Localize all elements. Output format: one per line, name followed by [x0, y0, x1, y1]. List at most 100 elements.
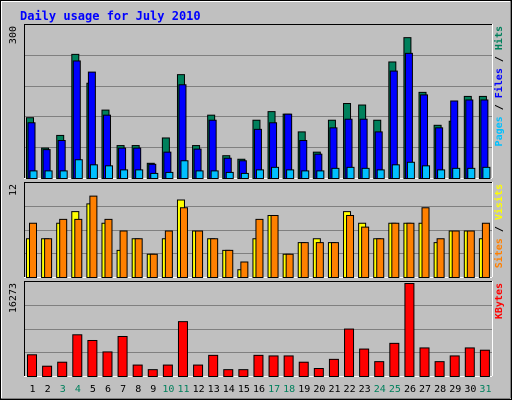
pages-bar	[165, 171, 174, 179]
y-max-tick-label: 16273	[8, 283, 19, 313]
x-tick-label: 5	[90, 384, 96, 395]
kbytes-bar	[389, 342, 400, 377]
kbytes-bar	[238, 369, 249, 378]
pages-bar	[255, 169, 264, 180]
pages-bar	[180, 160, 189, 179]
pages-bar	[361, 167, 370, 180]
pages-bar	[74, 159, 83, 179]
sites-bar	[195, 230, 204, 278]
pages-bar	[89, 164, 98, 180]
x-tick-label: 2	[45, 384, 51, 395]
panel-middle: 12 Sites / Visits	[8, 182, 505, 278]
x-tick-label: 23	[359, 384, 371, 395]
x-tick-label: 21	[328, 384, 340, 395]
kbytes-bar	[328, 358, 339, 378]
x-tick-label: 7	[120, 384, 126, 395]
pages-bar	[29, 170, 38, 179]
pages-bar	[406, 161, 415, 179]
x-tick-label: 6	[105, 384, 111, 395]
kbytes-bar	[313, 367, 324, 378]
sites-bar	[149, 253, 158, 278]
x-tick-label: 9	[150, 384, 156, 395]
sites-bar	[346, 215, 355, 278]
sites-bar	[29, 222, 37, 278]
pages-bar	[120, 169, 129, 180]
x-tick-label: 17	[268, 384, 280, 395]
y-axis-legend-label: KBytes	[494, 283, 505, 319]
pages-bar	[346, 166, 355, 179]
kbytes-bar	[102, 351, 113, 377]
y-max-tick-label: 12	[8, 184, 19, 196]
x-tick-label: 27	[419, 384, 431, 395]
sites-bar	[406, 222, 415, 278]
sites-bar	[44, 238, 53, 278]
kbytes-bar	[359, 348, 370, 377]
chart-title: Daily usage for July 2010	[20, 9, 201, 23]
x-tick-label: 18	[283, 384, 295, 395]
x-tick-label: 16	[253, 384, 265, 395]
sites-bar	[104, 218, 113, 278]
sites-bar	[255, 218, 264, 278]
pages-bar	[286, 169, 295, 180]
x-tick-label: 11	[177, 384, 189, 395]
pages-bar	[331, 167, 340, 180]
sites-bar	[466, 230, 475, 278]
y-max-tick-label: 300	[8, 26, 19, 44]
sites-bar	[330, 242, 339, 278]
kbytes-bar	[253, 354, 264, 378]
kbytes-bar	[464, 347, 475, 377]
files-bar	[480, 99, 489, 179]
kbytes-bar	[177, 321, 188, 377]
kbytes-bar	[147, 369, 158, 378]
files-bar	[450, 100, 459, 179]
files-bar	[208, 119, 217, 179]
pages-bar	[422, 165, 431, 179]
x-tick-label: 14	[223, 384, 235, 395]
pages-bar	[59, 170, 68, 179]
sites-bar	[89, 195, 98, 278]
sites-bar	[451, 230, 460, 278]
pages-bar	[376, 169, 385, 180]
pages-bar	[452, 167, 461, 180]
kbytes-bar	[42, 365, 53, 377]
x-tick-label: 22	[344, 384, 356, 395]
sites-bar	[164, 230, 173, 278]
sites-bar	[436, 238, 445, 278]
pages-bar	[482, 166, 491, 179]
sites-bar	[361, 226, 370, 278]
files-bar	[87, 71, 96, 179]
kbytes-bar	[283, 355, 294, 378]
kbytes-bar	[72, 334, 83, 377]
sites-bar	[119, 230, 128, 278]
kbytes-bar	[162, 364, 173, 378]
pages-bar	[240, 172, 249, 180]
x-tick-label: 19	[298, 384, 310, 395]
x-tick-label: 25	[389, 384, 401, 395]
pages-bar	[44, 170, 53, 179]
pages-bar	[301, 170, 310, 179]
pages-bar	[104, 165, 113, 179]
x-tick-label: 1	[30, 384, 36, 395]
pages-bar	[316, 170, 325, 179]
sites-bar	[376, 238, 385, 278]
kbytes-bar	[449, 355, 460, 378]
x-tick-label: 12	[193, 384, 205, 395]
kbytes-bar	[193, 364, 204, 378]
kbytes-bar	[479, 349, 490, 378]
sites-bar	[210, 238, 219, 278]
sites-bar	[285, 253, 294, 278]
x-tick-label: 20	[313, 384, 325, 395]
kbytes-bar	[419, 347, 430, 377]
sites-bar	[300, 242, 309, 278]
sites-bar	[59, 218, 68, 278]
sites-bar	[315, 242, 324, 278]
sites-bar	[225, 249, 234, 278]
kbytes-bar	[223, 369, 234, 378]
files-bar	[465, 99, 474, 179]
x-tick-label: 8	[135, 384, 141, 395]
sites-bar	[421, 207, 430, 278]
sites-bar	[74, 218, 83, 278]
x-tick-label: 15	[238, 384, 250, 395]
x-tick-label: 13	[208, 384, 220, 395]
kbytes-bar	[404, 283, 415, 377]
